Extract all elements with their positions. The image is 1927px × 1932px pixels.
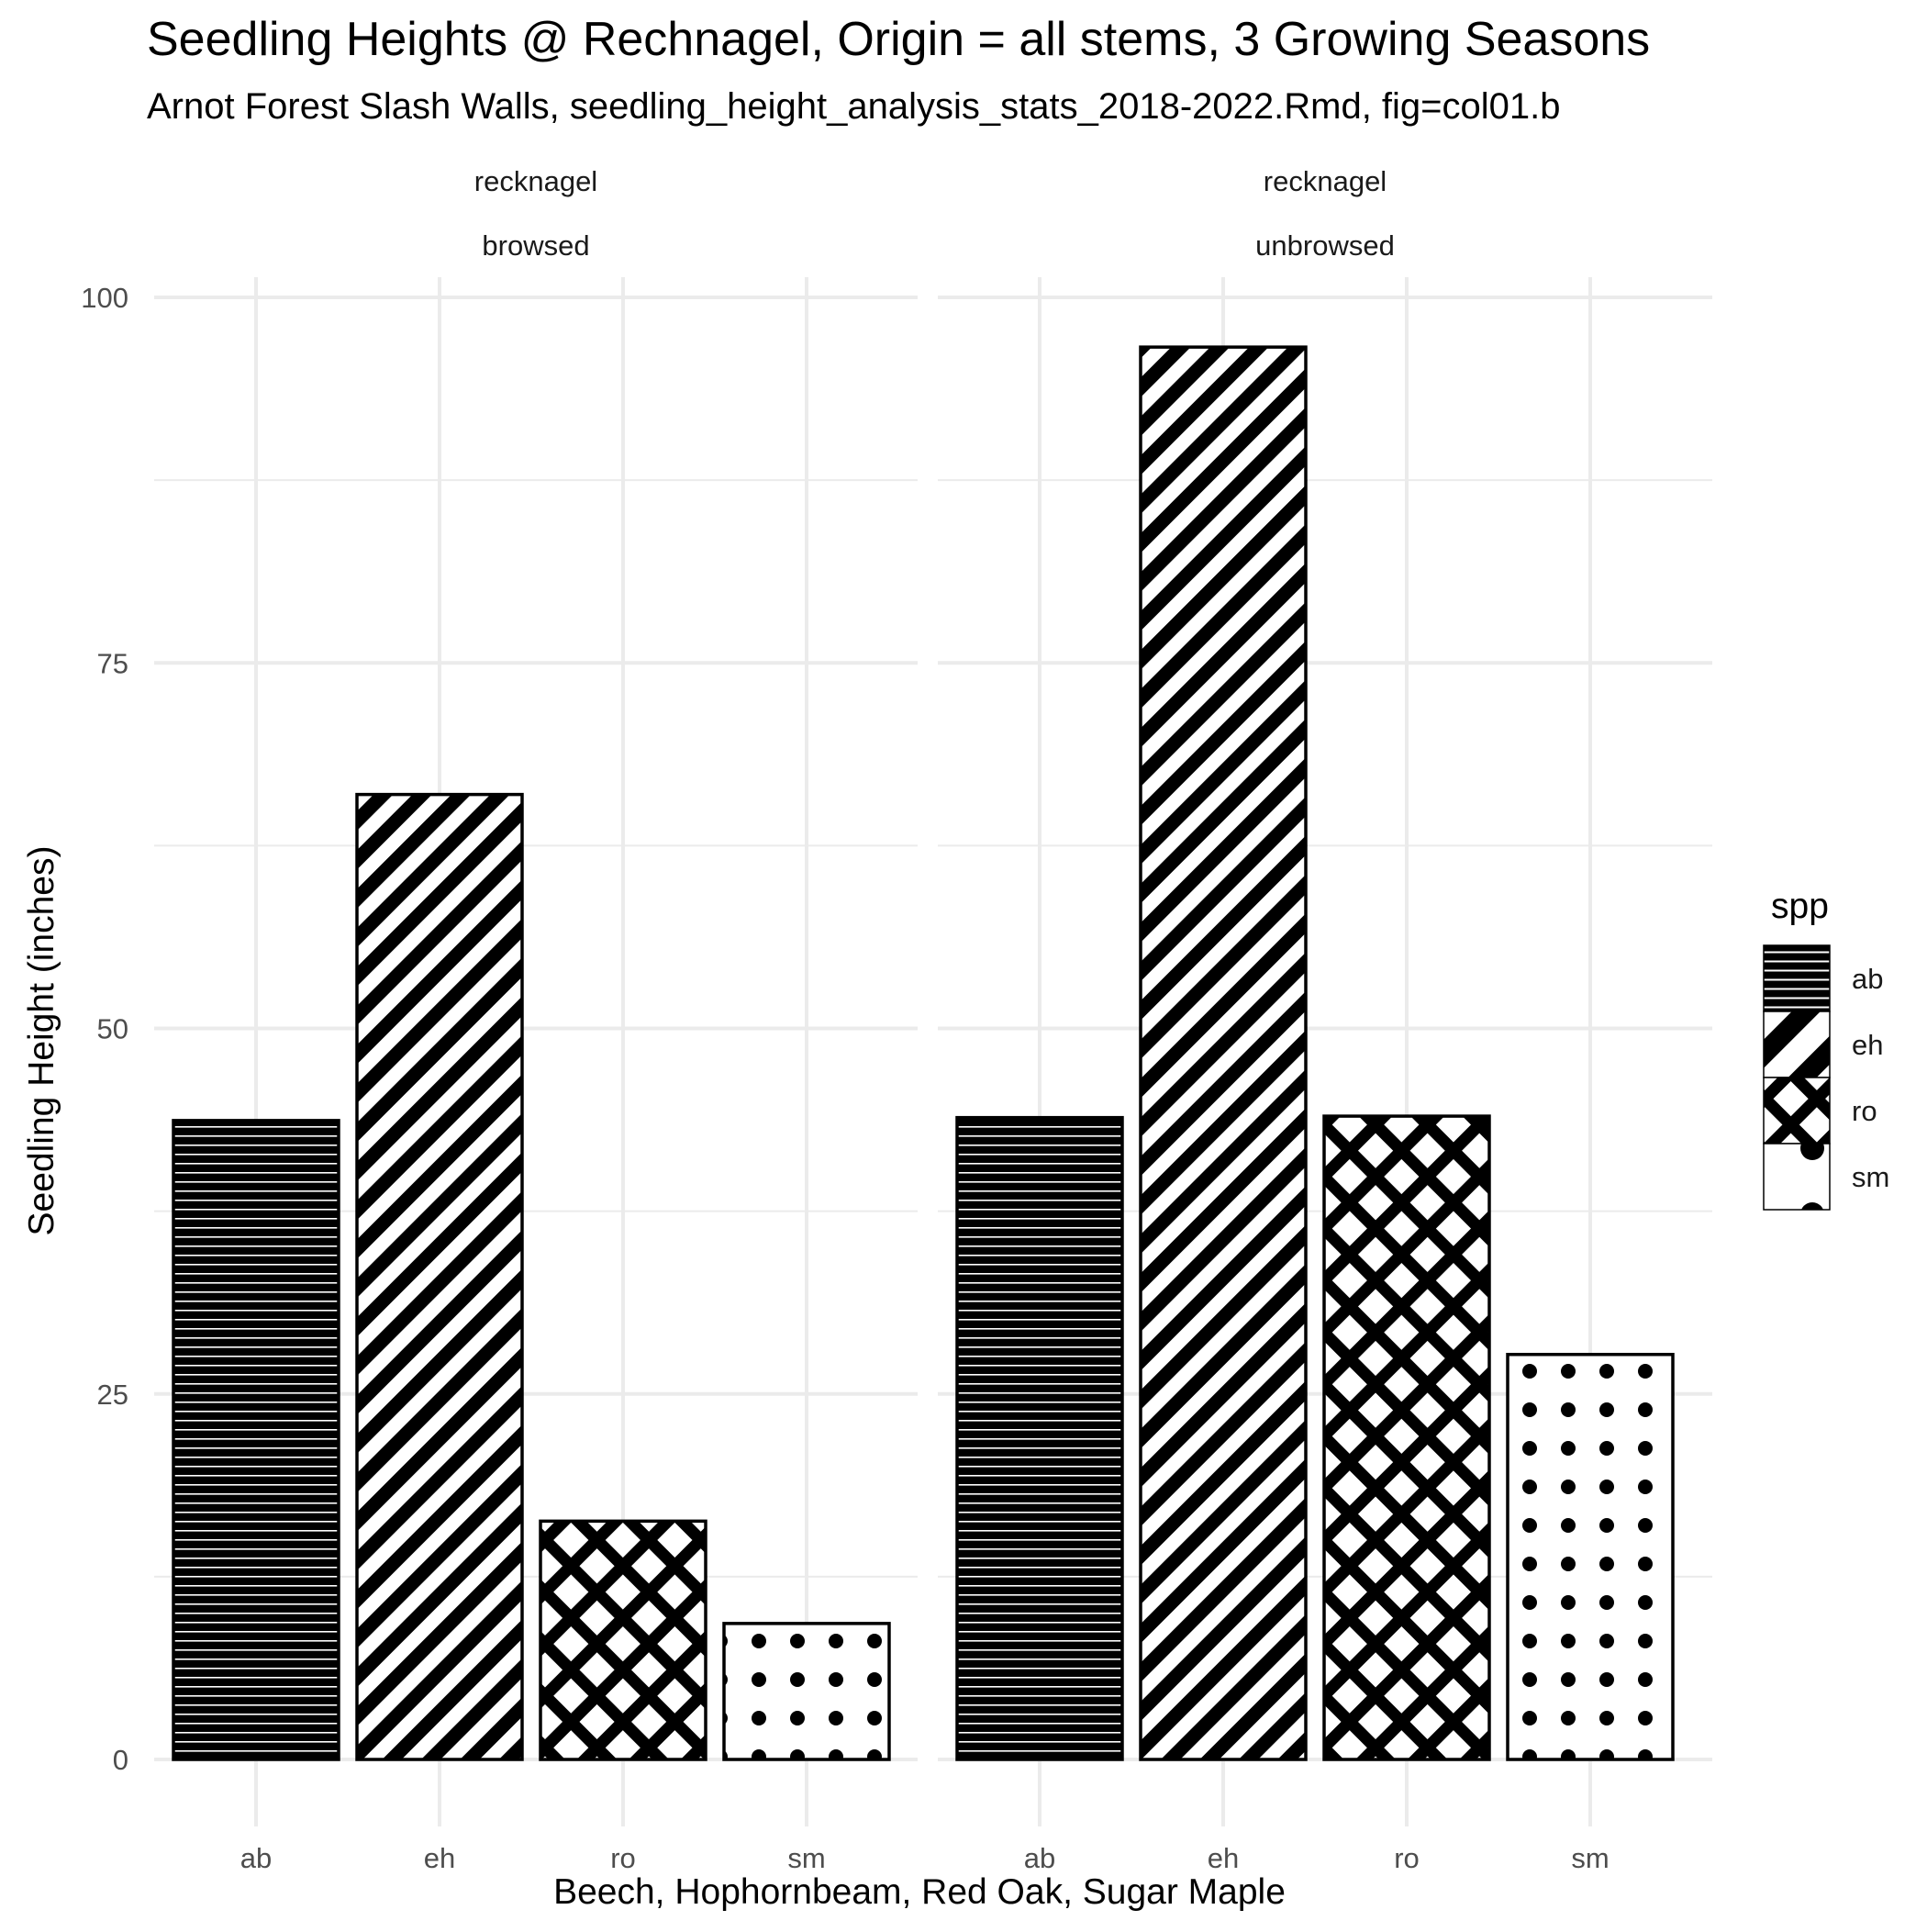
y-axis-title: Seedling Height (inches) <box>22 846 61 1236</box>
legend-item-eh: eh <box>1763 1011 1883 1078</box>
x-axis-title: Beech, Hophornbeam, Red Oak, Sugar Maple <box>553 1872 1286 1912</box>
legend-item-ro: ro <box>1763 1077 1877 1145</box>
legend-item-sm: sm <box>1763 1143 1889 1211</box>
legend-items: ab eh ro sm <box>1763 944 1889 1211</box>
y-tick-label: 0 <box>113 1744 128 1776</box>
facet-panel-browsed: recknagel browsed ab eh ro sm <box>154 165 918 1874</box>
facet-strip-top: recknagel <box>474 165 597 197</box>
chart-title: Seedling Heights @ Rechnagel, Origin = a… <box>147 13 1650 66</box>
bar-browsed-eh <box>355 792 524 1761</box>
x-tick-label: ab <box>1024 1842 1055 1874</box>
y-tick-label: 50 <box>97 1013 128 1045</box>
x-tick-label: ro <box>610 1842 636 1874</box>
facet-strip-bottom: browsed <box>482 229 589 262</box>
bar-unbrowsed-ro <box>1322 1114 1491 1761</box>
x-tick-label: eh <box>1208 1842 1239 1874</box>
facet-strip-top: recknagel <box>1264 165 1387 197</box>
legend-label-ab: ab <box>1852 963 1883 995</box>
legend-key-ro <box>1763 1077 1831 1145</box>
bar-browsed-sm <box>722 1622 891 1761</box>
legend-label-eh: eh <box>1852 1029 1883 1061</box>
y-axis-ticks: 0 25 50 75 100 <box>81 282 128 1776</box>
legend-title: spp <box>1771 887 1829 926</box>
legend-label-ro: ro <box>1852 1095 1877 1127</box>
legend-label-sm: sm <box>1852 1161 1889 1193</box>
facet-panel-unbrowsed: recknagel unbrowsed ab eh ro sm <box>938 165 1712 1874</box>
x-tick-label: eh <box>424 1842 455 1874</box>
bar-browsed-ab <box>172 1119 340 1761</box>
x-tick-label: sm <box>787 1842 825 1874</box>
y-tick-label: 25 <box>97 1379 128 1411</box>
legend: spp ab eh ro sm <box>1763 887 1889 1211</box>
bar-unbrowsed-eh <box>1139 345 1308 1761</box>
bar-browsed-ro <box>539 1519 707 1761</box>
y-tick-label: 100 <box>81 282 128 314</box>
legend-key-eh <box>1763 1011 1831 1078</box>
facet-strip-bottom: unbrowsed <box>1255 229 1395 262</box>
facet-panels: recknagel browsed ab eh ro sm recknagel unbrows… <box>81 165 1712 1874</box>
x-tick-label: ro <box>1394 1842 1420 1874</box>
bar-unbrowsed-sm <box>1506 1352 1675 1761</box>
legend-key-ab <box>1763 944 1831 1012</box>
legend-item-ab: ab <box>1763 944 1883 1012</box>
x-tick-label: sm <box>1571 1842 1609 1874</box>
y-tick-label: 75 <box>97 647 128 679</box>
legend-key-sm <box>1763 1143 1831 1211</box>
chart-subtitle: Arnot Forest Slash Walls, seedling_heigh… <box>147 86 1561 127</box>
bar-unbrowsed-ab <box>955 1115 1124 1761</box>
x-tick-label: ab <box>240 1842 272 1874</box>
